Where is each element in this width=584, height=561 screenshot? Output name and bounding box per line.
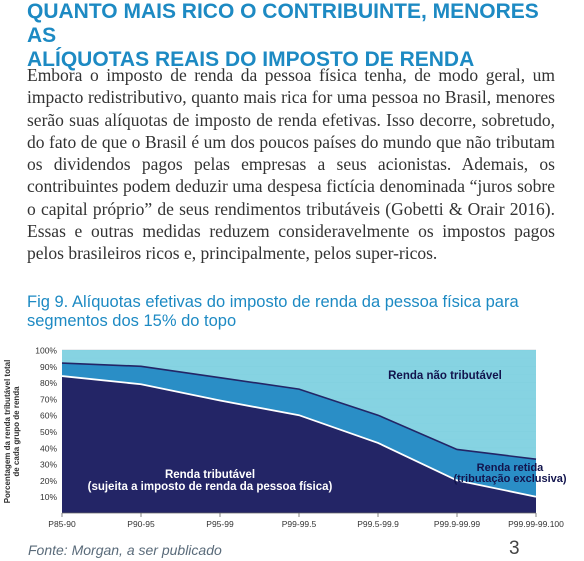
x-tick-label: P99-99.5 xyxy=(282,519,317,529)
x-tick-label: P90-95 xyxy=(127,519,155,529)
source-note: Fonte: Morgan, a ser publicado xyxy=(28,542,222,558)
x-tick-label: P99.99-99.100 xyxy=(508,519,564,529)
y-tick-label: 40% xyxy=(40,443,57,453)
y-tick-label: 100% xyxy=(35,346,57,356)
x-tick-label: P99.5-99.9 xyxy=(357,519,399,529)
y-tick-label: 30% xyxy=(40,460,57,470)
line-withheld-top xyxy=(61,362,537,461)
x-tick-label: P85-90 xyxy=(48,519,76,529)
section-heading-line-1: QUANTO MAIS RICO O CONTRIBUINTE, MENORES… xyxy=(27,0,539,47)
annotation-withheld-sub: (tributação exclusiva) xyxy=(453,473,566,485)
y-tick-label: 20% xyxy=(40,476,57,486)
y-tick-label: 50% xyxy=(40,427,57,437)
y-tick-label: 90% xyxy=(40,362,57,372)
section-heading: QUANTO MAIS RICO O CONTRIBUINTE, MENORES… xyxy=(27,0,567,72)
page-number: 3 xyxy=(509,538,520,559)
annotation-withheld: Renda retida xyxy=(477,462,545,474)
area-taxable xyxy=(62,376,536,513)
annotation-taxable-sub: (sujeita a imposto de renda da pessoa fí… xyxy=(88,481,333,493)
area-chart: 10% 20% 30% 40% 50% 60% 70% 80% 90% 100% P85-90 P90… xyxy=(3,346,567,530)
chart-container: 10% 20% 30% 40% 50% 60% 70% 80% 90% 100% P85-90 P90… xyxy=(0,336,584,536)
line-taxable-top xyxy=(61,375,537,498)
y-axis-title-line-2: de cada grupo de renda xyxy=(12,386,21,477)
annotation-non-taxable: Renda não tributável xyxy=(388,370,502,382)
y-axis-title-line-1: Porcentagem da renda tributável total xyxy=(3,360,12,504)
y-tick-label: 10% xyxy=(40,492,57,502)
figure-title: Fig 9. Alíquotas efetivas do imposto de … xyxy=(27,293,519,330)
annotation-taxable: Renda tributável xyxy=(165,469,255,481)
body-paragraph: Embora o imposto de renda da pessoa físi… xyxy=(27,65,555,264)
x-tick-label: P99.9-99.99 xyxy=(434,519,481,529)
y-tick-label: 80% xyxy=(40,378,57,388)
section-heading-line-2: ALÍQUOTAS REAIS DO IMPOSTO DE RENDA xyxy=(27,48,475,71)
y-tick-label: 70% xyxy=(40,394,57,404)
x-tick-label: P95-99 xyxy=(206,519,234,529)
y-tick-label: 60% xyxy=(40,411,57,421)
